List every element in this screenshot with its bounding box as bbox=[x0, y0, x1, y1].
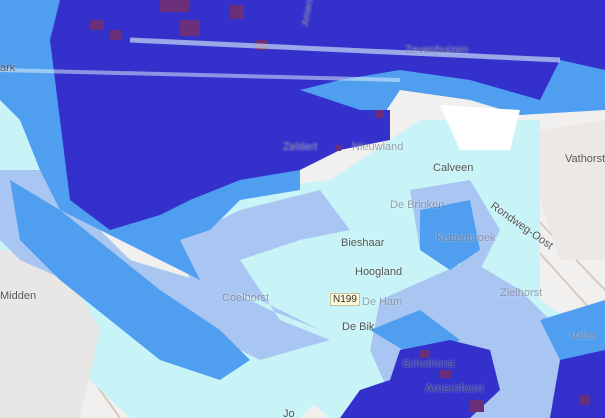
label-schothorst: Schothorst bbox=[402, 358, 455, 370]
residential-area bbox=[540, 120, 605, 260]
highway-rail bbox=[0, 68, 401, 82]
label-kattenbroek: Kattenbroek bbox=[436, 232, 496, 244]
highway bbox=[129, 37, 561, 63]
deep-zone-schothorst bbox=[340, 340, 605, 418]
label-jo: Jo bbox=[283, 408, 295, 418]
label-midden: Midden bbox=[0, 290, 37, 302]
label-bieshaar: Bieshaar bbox=[341, 237, 385, 249]
label-zeldert: Zeldert bbox=[283, 141, 318, 153]
label-de-brinken: De Brinken bbox=[390, 199, 445, 211]
label-nieuwland: Nieuwland bbox=[352, 141, 404, 153]
label-coelhorst: Coelhorst bbox=[222, 292, 270, 304]
label-amersfoort: Amersfoort bbox=[425, 381, 484, 395]
label-vallei: Vallei bbox=[570, 330, 597, 342]
label-vathorst: Vathorst bbox=[565, 153, 605, 165]
medium-zone-east bbox=[370, 200, 605, 360]
label-zielhorst: Zielhorst bbox=[500, 287, 543, 299]
medium-floodplain bbox=[10, 180, 250, 380]
label-hoogland: Hoogland bbox=[355, 266, 403, 278]
label-zevenhuizen: Zevenhuizen bbox=[405, 44, 468, 56]
label-de-bik: De Bik bbox=[342, 321, 375, 333]
label-park: ark bbox=[0, 62, 16, 74]
label-de-ham: De Ham bbox=[362, 296, 403, 308]
road-shield-n199: N199 bbox=[330, 293, 360, 306]
label-calveen: Calveen bbox=[433, 162, 474, 174]
white-area bbox=[440, 105, 520, 150]
